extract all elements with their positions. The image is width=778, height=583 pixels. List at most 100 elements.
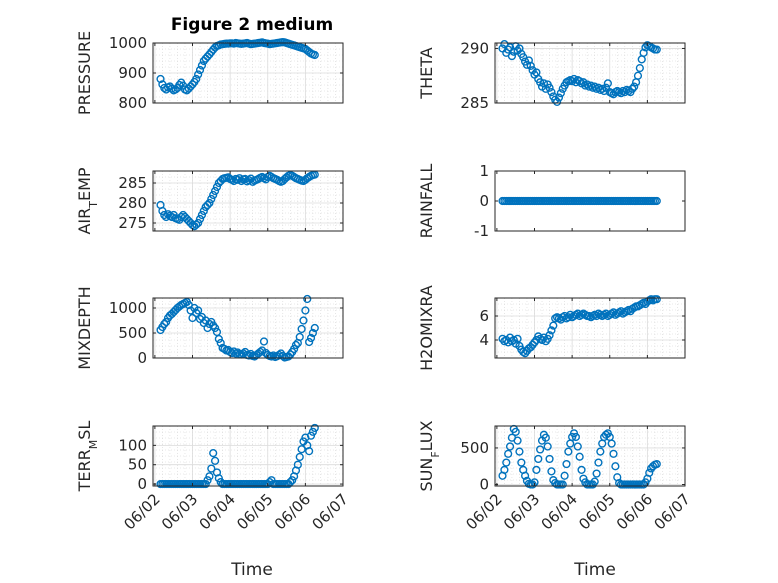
data-point bbox=[545, 331, 554, 340]
data-point bbox=[210, 186, 220, 196]
axes-box bbox=[494, 297, 686, 359]
data-point bbox=[611, 462, 620, 471]
x-tick-label: 06/02 bbox=[120, 490, 163, 533]
data-point bbox=[513, 334, 522, 343]
y-tick-label: 900 bbox=[118, 64, 147, 82]
data-point bbox=[162, 317, 171, 327]
panel-mixdepth: 0 500 1000 MIXDEPTH bbox=[75, 286, 344, 370]
y-axis-label: PRESSURE bbox=[75, 31, 94, 115]
x-tick-label: 06/03 bbox=[158, 490, 201, 533]
data-point bbox=[295, 452, 304, 462]
data-point bbox=[545, 83, 554, 92]
y-tick-label: 275 bbox=[118, 214, 147, 232]
data-point bbox=[515, 447, 524, 456]
panel-theta: 285 290 THETA bbox=[417, 39, 686, 112]
y-tick-label: 4 bbox=[479, 331, 489, 349]
data-point bbox=[536, 445, 545, 454]
y-axis-label: RAINFALL bbox=[417, 164, 436, 239]
x-tick-label: 06/05 bbox=[233, 490, 276, 533]
data-point bbox=[536, 78, 545, 87]
data-point bbox=[556, 89, 565, 98]
data-point bbox=[568, 77, 577, 86]
data-point bbox=[517, 458, 526, 467]
data-point bbox=[573, 442, 582, 451]
data-point bbox=[511, 427, 520, 436]
data-point bbox=[534, 454, 543, 464]
x-tick-label: 06/04 bbox=[196, 490, 239, 533]
data-point bbox=[609, 449, 618, 458]
y-tick-label: 500 bbox=[118, 324, 147, 342]
data-point bbox=[520, 471, 530, 480]
data-point bbox=[303, 294, 312, 304]
data-point bbox=[652, 45, 661, 54]
y-tick-label: 0 bbox=[479, 192, 489, 210]
data-point bbox=[564, 447, 573, 456]
data-point bbox=[205, 319, 214, 329]
data-point bbox=[607, 439, 616, 448]
data-point bbox=[306, 333, 316, 343]
data-point bbox=[216, 338, 225, 348]
y-tick-label: 1 bbox=[479, 162, 489, 180]
data-point bbox=[305, 337, 314, 347]
y-tick-label: 6 bbox=[479, 307, 489, 325]
data-point bbox=[201, 479, 210, 489]
data-point bbox=[295, 332, 304, 342]
data-point bbox=[526, 61, 535, 71]
data-point bbox=[210, 323, 220, 333]
figure-title: Figure 2 medium bbox=[171, 15, 333, 35]
data-point bbox=[288, 476, 297, 485]
data-point bbox=[543, 442, 552, 451]
panel-pressure: 800 900 1000 PRESSURE bbox=[75, 31, 344, 115]
data-point bbox=[310, 423, 319, 433]
data-point bbox=[210, 456, 220, 465]
y-tick-label: 0 bbox=[137, 475, 147, 493]
y-axis-label: SUNFLUX bbox=[417, 420, 442, 491]
data-point bbox=[596, 447, 605, 456]
data-point bbox=[547, 326, 556, 335]
data-point bbox=[156, 74, 165, 84]
axes-box bbox=[152, 425, 344, 487]
data-point bbox=[160, 210, 169, 220]
x-tick-label: 06/07 bbox=[651, 490, 694, 533]
data-point bbox=[594, 458, 603, 467]
data-point bbox=[577, 465, 586, 475]
data-point bbox=[545, 454, 554, 464]
data-point bbox=[293, 460, 302, 469]
data-point bbox=[297, 324, 306, 334]
axes-box bbox=[494, 42, 686, 104]
x-axis-label-right: Time bbox=[573, 560, 616, 580]
data-point bbox=[197, 210, 207, 220]
data-point bbox=[244, 176, 254, 185]
y-axis-label: AIRTEMP bbox=[75, 167, 100, 234]
data-point bbox=[639, 48, 648, 57]
x-tick-label: 06/05 bbox=[575, 490, 618, 533]
data-point bbox=[502, 458, 511, 467]
y-tick-label: 800 bbox=[118, 94, 147, 112]
panel-h2omixra: 4 6 H2OMIXRA bbox=[417, 285, 686, 371]
x-axis-label-left: Time bbox=[230, 560, 273, 580]
data-point bbox=[641, 43, 650, 52]
data-point bbox=[652, 295, 661, 304]
data-point bbox=[539, 79, 549, 88]
data-point bbox=[547, 87, 556, 97]
data-point bbox=[227, 348, 237, 358]
data-point bbox=[310, 323, 319, 333]
data-point bbox=[233, 175, 242, 184]
data-point bbox=[505, 442, 515, 451]
data-point bbox=[269, 351, 278, 360]
data-point bbox=[645, 468, 654, 477]
data-point bbox=[507, 51, 517, 61]
y-tick-label: 290 bbox=[460, 39, 489, 57]
y-tick-label: 0 bbox=[137, 349, 147, 367]
y-tick-label: 1000 bbox=[109, 299, 147, 317]
data-point bbox=[195, 65, 205, 75]
data-point bbox=[528, 480, 537, 489]
data-point bbox=[575, 452, 584, 461]
data-point bbox=[652, 459, 661, 469]
plot-background bbox=[153, 426, 343, 486]
panel-rainfall: -1 0 1 RAINFALL bbox=[417, 162, 686, 240]
data-point bbox=[515, 44, 524, 53]
data-point bbox=[620, 87, 629, 97]
x-tick-label: 06/02 bbox=[462, 490, 505, 533]
data-point bbox=[203, 476, 212, 485]
